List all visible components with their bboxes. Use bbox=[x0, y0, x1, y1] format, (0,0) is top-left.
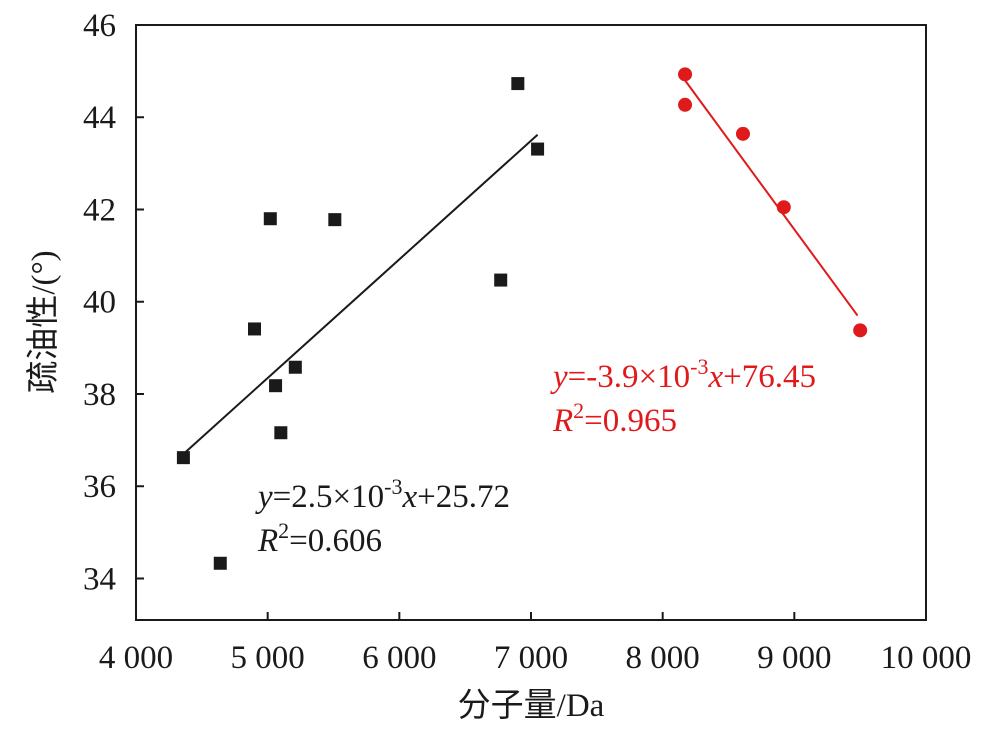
square-point bbox=[288, 360, 302, 374]
y-tick-label: 40 bbox=[83, 285, 116, 321]
x-axis-title: 分子量/Da bbox=[458, 688, 605, 724]
square-point bbox=[531, 142, 545, 156]
red-fit-equation: y=-3.9×10-3x+76.45 bbox=[550, 354, 816, 395]
y-tick-label: 42 bbox=[83, 192, 116, 228]
fit-lines bbox=[182, 79, 859, 455]
data-points bbox=[176, 67, 868, 570]
circle-point bbox=[678, 97, 693, 112]
red-fit-r2: R2=0.965 bbox=[552, 398, 677, 439]
circle-point bbox=[776, 200, 791, 215]
square-point bbox=[511, 77, 525, 91]
y-tick-label: 36 bbox=[83, 469, 116, 505]
x-tick-label: 6 000 bbox=[362, 640, 436, 676]
circle-point bbox=[735, 126, 750, 141]
x-tick-label: 10 000 bbox=[881, 640, 972, 676]
square-point bbox=[263, 212, 277, 226]
black-fit-line bbox=[182, 134, 539, 455]
circle-point bbox=[853, 323, 868, 338]
square-point bbox=[274, 426, 288, 440]
circle-point bbox=[678, 67, 693, 82]
y-axis: 34 36 38 40 42 44 46 bbox=[83, 8, 144, 597]
y-tick-label: 44 bbox=[83, 100, 116, 136]
square-point bbox=[248, 322, 261, 336]
x-tick-label: 8 000 bbox=[626, 640, 700, 676]
y-tick-label: 34 bbox=[83, 561, 116, 597]
x-tick-label: 9 000 bbox=[757, 640, 831, 676]
square-point bbox=[494, 273, 508, 287]
x-axis: 4 000 5 000 6 000 7 000 8 000 9 000 10 000 bbox=[99, 612, 972, 676]
square-point bbox=[269, 379, 283, 393]
y-axis-title: 疏油性/(°) bbox=[25, 250, 62, 393]
square-point bbox=[176, 451, 190, 465]
black-fit-equation: y=2.5×10-3x+25.72 bbox=[255, 474, 510, 515]
square-point bbox=[213, 556, 227, 570]
x-tick-label: 7 000 bbox=[494, 640, 568, 676]
y-tick-label: 38 bbox=[83, 377, 116, 413]
x-tick-label: 4 000 bbox=[99, 640, 173, 676]
y-tick-label: 46 bbox=[83, 8, 116, 44]
red-fit-line bbox=[684, 79, 859, 317]
black-fit-r2: R2=0.606 bbox=[257, 518, 382, 559]
square-point bbox=[328, 213, 342, 227]
x-tick-label: 5 000 bbox=[231, 640, 305, 676]
